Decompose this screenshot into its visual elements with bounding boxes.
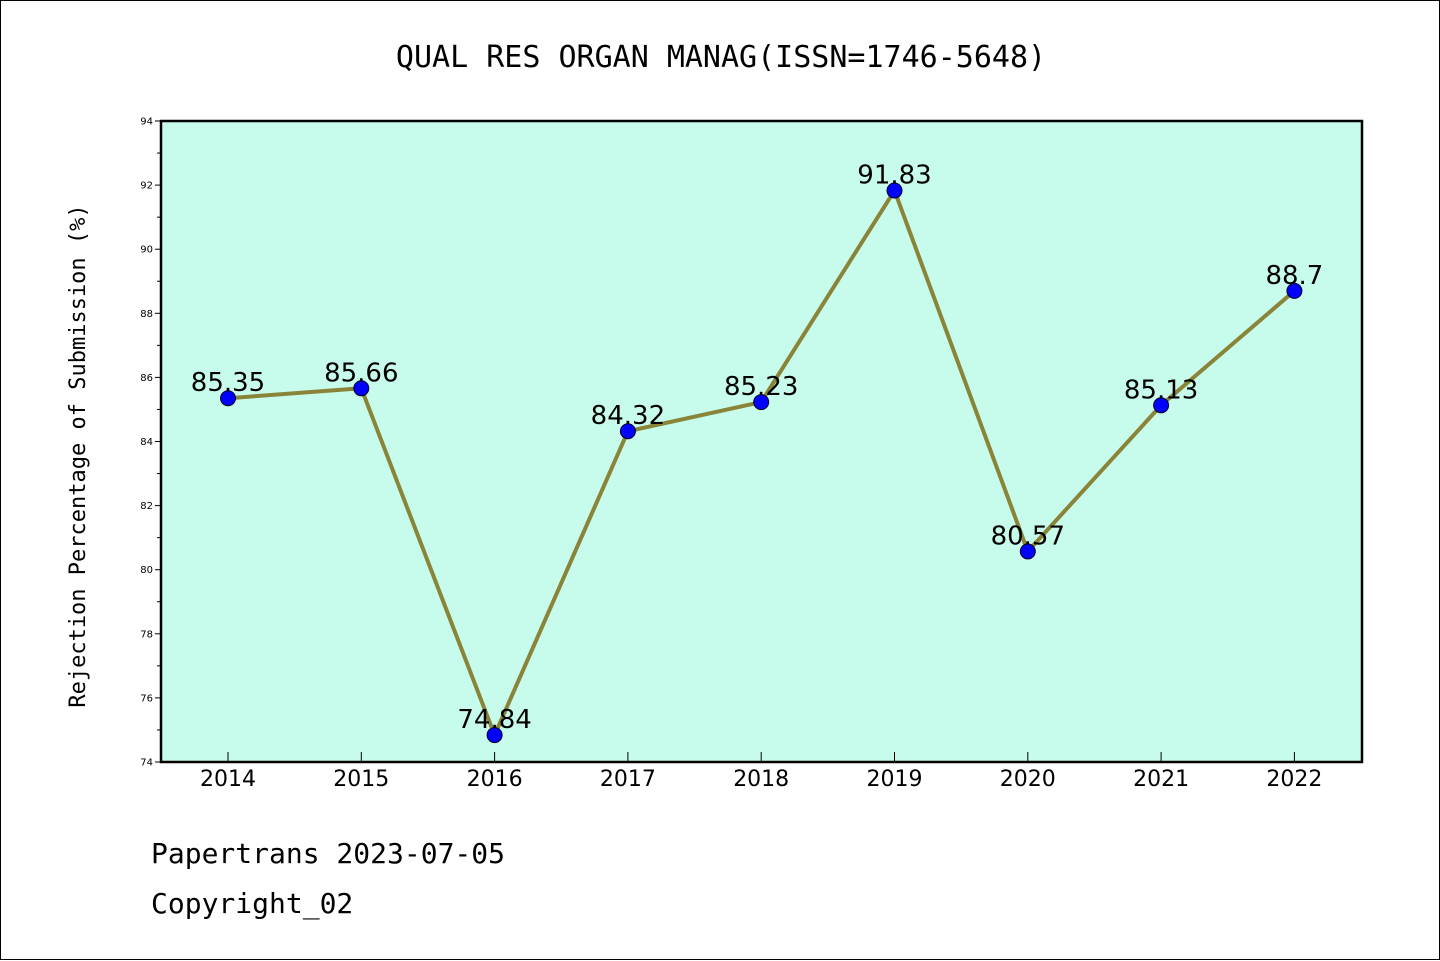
x-tick-label: 2016 (467, 767, 523, 792)
y-tick-label: 74 (140, 758, 153, 769)
chart-title: QUAL RES ORGAN MANAG(ISSN=1746-5648) (396, 40, 1046, 75)
data-labels: 85.35 85.66 74.84 84.32 85.23 91.83 80.57 85.13… (191, 161, 1324, 736)
data-point-marker (753, 394, 770, 411)
y-axis-label: Rejection Percentage of Submission (%) (66, 204, 91, 707)
x-tick-label: 2021 (1133, 767, 1189, 792)
data-label: 80.57 (991, 521, 1065, 551)
data-point-marker (1153, 397, 1170, 414)
x-tick-label: 2020 (1000, 767, 1056, 792)
footer-copyright-text: Copyright_02 (151, 887, 354, 920)
data-label: 85.35 (191, 368, 265, 398)
plot-border (159, 119, 1364, 764)
data-label: 88.7 (1265, 261, 1323, 291)
y-tick-label: 86 (140, 373, 153, 384)
x-tick-label: 2018 (733, 767, 789, 792)
footer-date-text: Papertrans 2023-07-05 (151, 837, 506, 870)
data-markers (220, 182, 1303, 744)
data-point-marker (886, 182, 903, 199)
data-point-marker (353, 380, 370, 397)
y-tick-label: 88 (140, 309, 153, 320)
y-tick-label: 76 (140, 693, 153, 704)
x-tick-label: 2017 (600, 767, 656, 792)
y-tick-label: 92 (140, 181, 153, 192)
data-label: 91.83 (857, 161, 931, 191)
x-tick-label: 2014 (200, 767, 256, 792)
y-tick-label: 94 (140, 117, 153, 128)
plot-area (161, 121, 1362, 762)
y-tick-label: 90 (140, 245, 153, 256)
data-label: 85.13 (1124, 375, 1198, 405)
x-axis-ticks: 2014 2015 2016 2017 2018 2019 2020 2021 2022 (200, 752, 1322, 792)
y-tick-label: 82 (140, 501, 153, 512)
data-label: 85.23 (724, 372, 798, 402)
y-tick-label: 84 (140, 437, 153, 448)
x-tick-label: 2022 (1266, 767, 1322, 792)
data-label: 85.66 (324, 358, 398, 388)
data-label: 84.32 (591, 401, 665, 431)
data-point-marker (1019, 543, 1036, 560)
y-tick-label: 78 (140, 629, 153, 640)
data-label: 74.84 (457, 705, 531, 735)
x-tick-label: 2015 (333, 767, 389, 792)
data-point-marker (220, 390, 236, 407)
y-tick-label: 80 (140, 565, 153, 576)
data-point-marker (1286, 282, 1303, 299)
y-axis-ticks: 74 76 78 80 82 84 86 88 90 92 94 (140, 117, 161, 769)
x-tick-label: 2019 (867, 767, 923, 792)
data-point-marker (486, 727, 503, 744)
data-point-marker (619, 423, 636, 440)
